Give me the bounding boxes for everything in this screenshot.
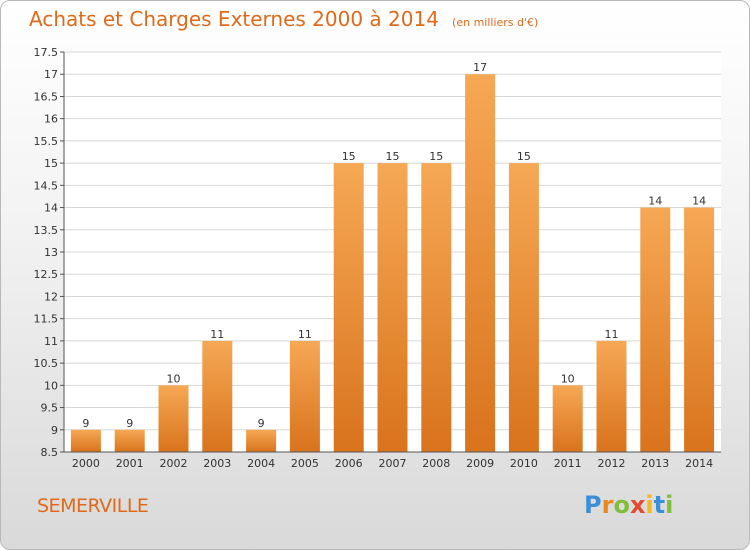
logo-letter: i (665, 491, 674, 519)
value-label-2007: 15 (386, 150, 400, 163)
y-tick-label: 9 (51, 424, 58, 437)
logo-letter: x (629, 491, 646, 519)
x-tick-label-2014: 2014 (685, 457, 713, 470)
chart-subtitle: (en milliers d'€) (452, 16, 539, 29)
y-tick-label: 9.5 (41, 402, 59, 415)
proxiti-logo: Proxiti (584, 491, 673, 519)
value-label-2004: 9 (258, 417, 265, 430)
x-tick-label-2009: 2009 (466, 457, 494, 470)
y-tick-label: 13 (44, 246, 58, 259)
value-label-2013: 14 (648, 195, 662, 208)
value-label-2002: 10 (167, 372, 181, 385)
y-tick-label: 16.5 (34, 90, 59, 103)
chart-title: Achats et Charges Externes 2000 à 2014 (29, 7, 439, 31)
bar-2011 (552, 385, 583, 452)
value-label-2011: 10 (561, 372, 575, 385)
value-label-2001: 9 (126, 417, 133, 430)
y-tick-label: 13.5 (34, 224, 59, 237)
logo-letter: o (613, 491, 630, 519)
title-row: Achats et Charges Externes 2000 à 2014 (… (29, 7, 538, 31)
y-tick-label: 12.5 (34, 268, 59, 281)
bar-2009 (465, 74, 496, 452)
value-labels: 9 9 10 11 9 11 15 15 15 17 15 10 11 14 14 (82, 61, 706, 430)
y-tick-label: 17 (44, 68, 58, 81)
value-label-2014: 14 (692, 195, 706, 208)
value-label-2008: 15 (429, 150, 443, 163)
value-label-2010: 15 (517, 150, 531, 163)
value-label-2009: 17 (473, 61, 487, 74)
x-tick-label-2013: 2013 (641, 457, 669, 470)
y-tick-label: 14.5 (34, 179, 59, 192)
bar-2013 (640, 207, 671, 452)
bar-2010 (508, 163, 539, 452)
y-tick-label: 16 (44, 113, 58, 126)
x-tick-label-2011: 2011 (554, 457, 582, 470)
bar-2000 (70, 429, 101, 452)
bar-2006 (333, 163, 364, 452)
bar-2004 (246, 429, 277, 452)
bar-2002 (158, 385, 189, 452)
bar-2008 (421, 163, 452, 452)
y-tick-label: 15 (44, 157, 58, 170)
value-label-2005: 11 (298, 328, 312, 341)
x-tick-label-2004: 2004 (247, 457, 275, 470)
x-tick-label-2000: 2000 (72, 457, 100, 470)
x-tick-label-2003: 2003 (203, 457, 231, 470)
value-label-2000: 9 (82, 417, 89, 430)
value-label-2012: 11 (605, 328, 619, 341)
y-tick-labels: 8.5 9 9.5 10 10.5 11 11.5 12 12.5 13 13.5 14 14.5 15 1… (34, 46, 64, 459)
logo-letter: P (584, 491, 602, 519)
x-tick-labels: 2000 2001 2002 2003 2004 2005 2006 2007 2008 2009… (72, 457, 713, 470)
bar-2014 (684, 207, 715, 452)
value-label-2006: 15 (342, 150, 356, 163)
x-tick-label-2005: 2005 (291, 457, 319, 470)
bar-2012 (596, 340, 627, 452)
x-tick-label-2006: 2006 (335, 457, 363, 470)
x-tick-label-2001: 2001 (116, 457, 144, 470)
x-tick-label-2007: 2007 (379, 457, 407, 470)
y-tick-label: 11 (44, 335, 58, 348)
y-tick-label: 10.5 (34, 357, 59, 370)
x-tick-label-2008: 2008 (422, 457, 450, 470)
commune-name: SEMERVILLE (37, 495, 149, 517)
x-tick-label-2012: 2012 (598, 457, 626, 470)
x-tick-label-2002: 2002 (160, 457, 188, 470)
y-tick-label: 8.5 (41, 446, 59, 459)
y-tick-label: 10 (44, 379, 58, 392)
logo-letter: t (653, 491, 666, 519)
y-tick-label: 11.5 (34, 313, 59, 326)
y-tick-label: 12 (44, 290, 58, 303)
bar-2001 (114, 429, 145, 452)
y-tick-label: 14 (44, 202, 58, 215)
logo-letter: r (601, 491, 614, 519)
bars (70, 74, 715, 452)
bar-2007 (377, 163, 408, 452)
y-tick-label: 15.5 (34, 135, 59, 148)
y-tick-label: 17.5 (34, 46, 59, 59)
value-label-2003: 11 (210, 328, 224, 341)
bar-2005 (289, 340, 320, 452)
x-tick-label-2010: 2010 (510, 457, 538, 470)
logo-letter: i (645, 491, 654, 519)
bar-2003 (202, 340, 233, 452)
